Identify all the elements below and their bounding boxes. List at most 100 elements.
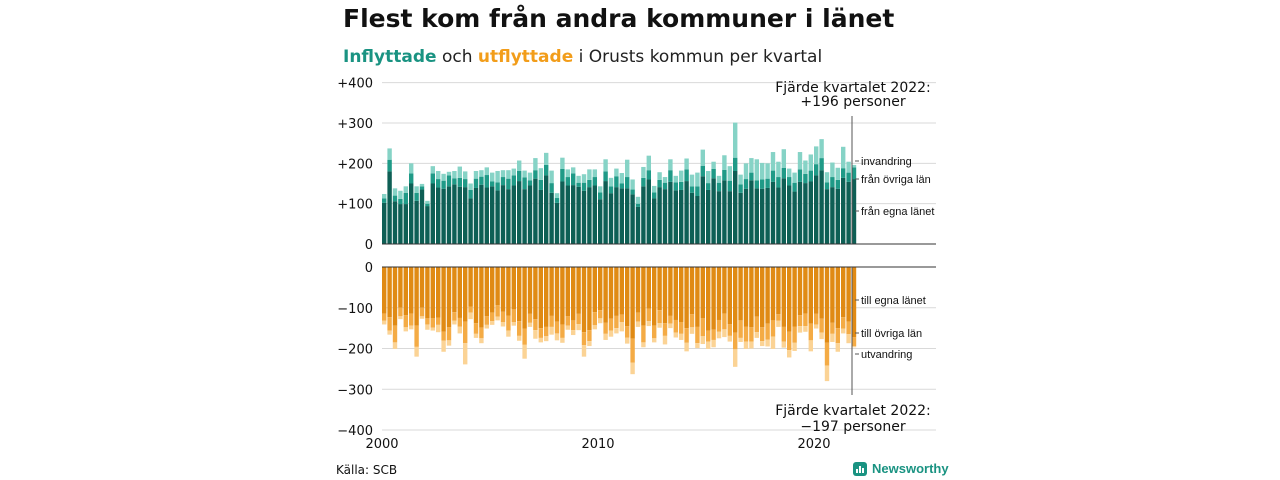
bar-in: [425, 206, 430, 244]
bar-out: [511, 309, 516, 323]
bar-out: [533, 319, 538, 331]
bar-out: [662, 323, 668, 336]
bar-out: [560, 324, 565, 338]
bar-out: [646, 321, 651, 327]
bar-out: [846, 334, 851, 344]
bar-out: [765, 267, 770, 324]
bar-in: [646, 179, 651, 244]
bar-in: [457, 177, 462, 187]
bar-in: [544, 164, 549, 176]
bar-in: [473, 170, 479, 179]
bar-out: [641, 325, 646, 343]
bar-in: [544, 175, 549, 244]
bar-out: [522, 344, 527, 359]
bar-out: [436, 324, 441, 333]
bar-in: [392, 201, 398, 244]
bar-in: [824, 189, 830, 244]
brand: Newsworthy: [853, 461, 949, 476]
bar-in: [727, 166, 732, 181]
bar-in: [657, 172, 662, 180]
bar-out: [792, 267, 797, 327]
bar-out: [689, 327, 695, 334]
bar-out: [403, 315, 408, 328]
bar-out: [527, 267, 533, 314]
bar-in: [652, 192, 657, 199]
bar-in: [841, 177, 846, 244]
bar-in: [587, 169, 592, 180]
bar-out: [689, 314, 695, 328]
legend-label-in: från egna länet: [861, 206, 934, 218]
subtitle-rest: i Orusts kommun per kvartal: [573, 47, 823, 67]
bar-in: [841, 146, 846, 169]
bar-out: [608, 267, 614, 319]
bar-out: [446, 340, 452, 346]
bar-out: [436, 267, 441, 318]
bar-in: [846, 161, 851, 173]
bar-out: [803, 313, 808, 327]
bar-out: [419, 316, 425, 319]
bar-in: [538, 179, 543, 190]
bar-out: [581, 332, 587, 346]
bar-in: [430, 173, 435, 184]
bar-in: [446, 171, 452, 176]
bar-in: [787, 185, 792, 244]
bar-in: [425, 200, 430, 204]
bar-in: [733, 157, 738, 171]
bar-out: [387, 267, 392, 318]
bar-out: [419, 267, 425, 308]
bar-out: [808, 323, 813, 341]
bar-out: [808, 267, 813, 324]
bar-in: [614, 187, 619, 244]
bar-in: [554, 202, 560, 244]
bar-out: [382, 320, 387, 325]
bar-out: [614, 315, 619, 329]
bar-in: [641, 166, 646, 178]
bar-out: [441, 340, 446, 352]
bar-in: [571, 173, 576, 186]
bar-out: [463, 343, 468, 365]
bar-in: [614, 176, 619, 188]
bar-in: [592, 169, 597, 178]
bar-out: [743, 326, 749, 342]
subtitle-in-word: Inflyttade: [343, 47, 437, 67]
bar-in: [522, 189, 527, 244]
bar-out: [382, 267, 387, 314]
bar-in: [830, 187, 835, 244]
bar-in: [587, 187, 592, 244]
bar-in: [419, 183, 425, 187]
bar-in: [835, 167, 840, 180]
bar-in: [500, 170, 506, 178]
bar-in: [630, 194, 635, 244]
bar-in: [571, 167, 576, 174]
bar-in: [635, 196, 641, 204]
bar-in: [571, 185, 576, 244]
bar-in: [797, 152, 803, 170]
bar-out: [527, 313, 533, 323]
bar-out: [700, 318, 705, 337]
bar-out: [722, 267, 727, 314]
bar-in: [506, 178, 511, 190]
bar-out: [490, 312, 495, 322]
bar-out: [770, 336, 776, 349]
bar-out: [679, 333, 684, 340]
bar-out: [457, 267, 462, 318]
bar-in: [700, 176, 705, 244]
bar-in: [679, 181, 684, 190]
bar-in: [511, 168, 516, 176]
bar-in: [495, 170, 500, 183]
bar-out: [706, 341, 711, 349]
bar-out: [727, 267, 732, 325]
bar-in: [619, 183, 624, 189]
bar-in: [689, 186, 695, 193]
bar-in: [776, 161, 781, 178]
bar-out: [662, 267, 668, 324]
bar-out: [506, 267, 511, 316]
bar-in: [425, 203, 430, 207]
bar-out: [684, 342, 689, 352]
bar-out: [727, 335, 732, 342]
bar-out: [587, 341, 592, 347]
bar-out: [668, 267, 673, 316]
bar-in: [468, 198, 473, 244]
bar-in: [446, 175, 452, 187]
bar-out: [533, 267, 538, 320]
